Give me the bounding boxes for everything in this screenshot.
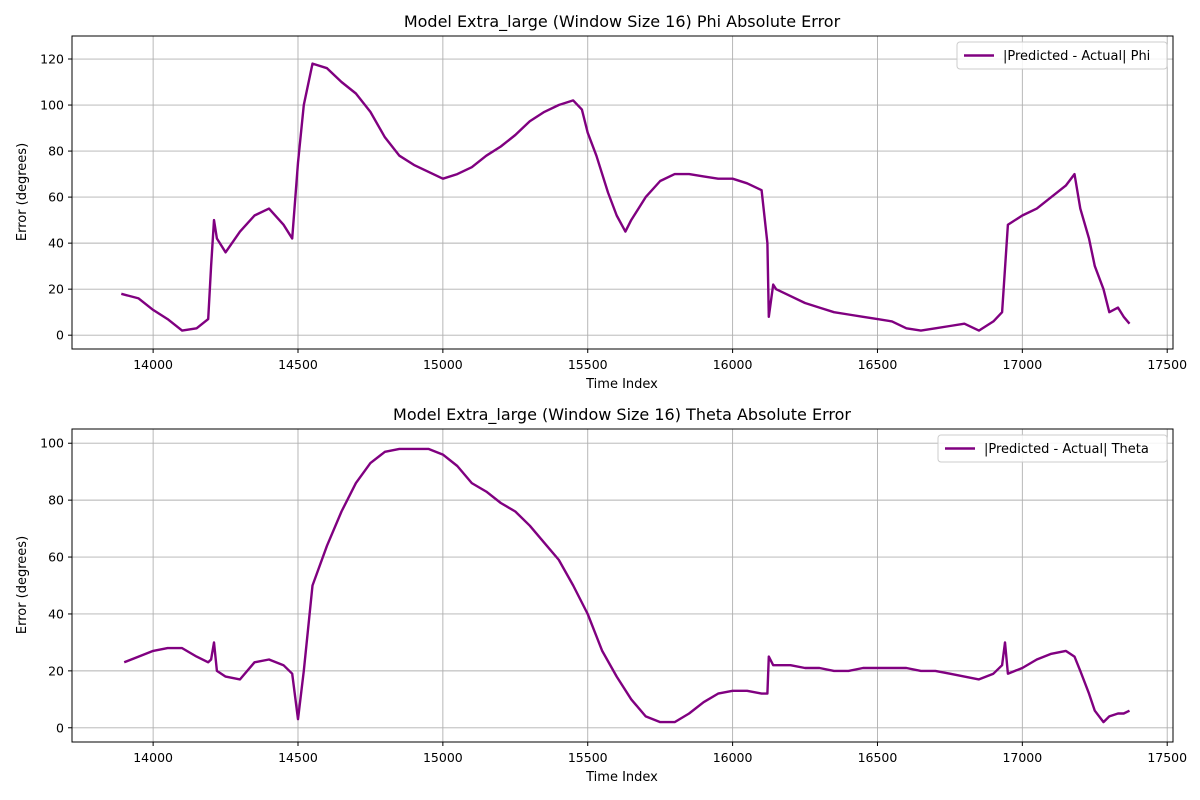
theta-x-tick-label-15500: 15500 (568, 750, 608, 765)
theta-x-ticks: 14000 14500 15000 15500 16000 16500 17000 17500 (133, 742, 1187, 765)
phi-legend: |Predicted - Actual| Phi (956, 41, 1168, 70)
theta-legend: |Predicted - Actual| Theta (937, 434, 1168, 463)
phi-series-line (120, 62, 1131, 332)
theta-x-axis-label: Time Index (585, 770, 658, 785)
theta-y-tick-label-0: 0 (56, 720, 64, 735)
theta-y-tick-label-40: 40 (48, 606, 64, 621)
phi-x-tick-label-14000: 14000 (133, 357, 173, 372)
phi-legend-label: |Predicted - Actual| Phi (1003, 49, 1150, 64)
phi-y-tick-label-120: 120 (40, 52, 64, 67)
phi-x-ticks: 14000 14500 15000 15500 16000 16500 17000 17500 (133, 349, 1187, 372)
theta-legend-box (937, 434, 1168, 463)
phi-x-tick-label-17000: 17000 (1002, 357, 1042, 372)
theta-series-line (123, 447, 1131, 724)
phi-y-tick-label-60: 60 (48, 190, 64, 205)
theta-x-tick-label-14500: 14500 (278, 750, 318, 765)
theta-y-tick-label-100: 100 (40, 436, 64, 451)
phi-y-tick-label-100: 100 (40, 98, 64, 113)
theta-legend-label: |Predicted - Actual| Theta (984, 442, 1149, 457)
phi-y-tick-label-40: 40 (48, 236, 64, 251)
phi-y-axis-label: Error (degrees) (15, 143, 30, 241)
phi-x-tick-label-14500: 14500 (278, 357, 318, 372)
phi-legend-box (956, 41, 1168, 70)
theta-panel: Model Extra_large (Window Size 16) Theta… (15, 405, 1187, 785)
phi-x-tick-label-15000: 15000 (423, 357, 463, 372)
theta-title: Model Extra_large (Window Size 16) Theta… (393, 405, 851, 425)
theta-y-tick-label-80: 80 (48, 493, 64, 508)
phi-y-tick-label-0: 0 (56, 328, 64, 343)
theta-y-axis-label: Error (degrees) (15, 536, 30, 634)
theta-x-tick-label-16500: 16500 (858, 750, 898, 765)
theta-y-tick-label-60: 60 (48, 550, 64, 565)
phi-x-tick-label-15500: 15500 (568, 357, 608, 372)
theta-grid (72, 429, 1173, 742)
phi-plot-frame (71, 35, 1174, 350)
phi-x-tick-label-16500: 16500 (858, 357, 898, 372)
phi-x-axis-label: Time Index (585, 377, 658, 392)
phi-x-tick-label-17500: 17500 (1147, 357, 1187, 372)
phi-y-ticks: 0 20 40 60 80 100 120 (40, 52, 72, 343)
theta-plot-frame (71, 428, 1174, 743)
theta-x-tick-label-16000: 16000 (713, 750, 753, 765)
phi-x-tick-label-16000: 16000 (713, 357, 753, 372)
theta-x-tick-label-15000: 15000 (423, 750, 463, 765)
theta-x-tick-label-17000: 17000 (1002, 750, 1042, 765)
phi-y-tick-label-80: 80 (48, 144, 64, 159)
theta-y-tick-label-20: 20 (48, 663, 64, 678)
theta-x-tick-label-14000: 14000 (133, 750, 173, 765)
phi-title: Model Extra_large (Window Size 16) Phi A… (404, 12, 841, 32)
theta-x-tick-label-17500: 17500 (1147, 750, 1187, 765)
theta-y-ticks: 0 20 40 60 80 100 (40, 436, 72, 735)
phi-panel: Model Extra_large (Window Size 16) Phi A… (15, 12, 1187, 392)
phi-y-tick-label-20: 20 (48, 282, 64, 297)
